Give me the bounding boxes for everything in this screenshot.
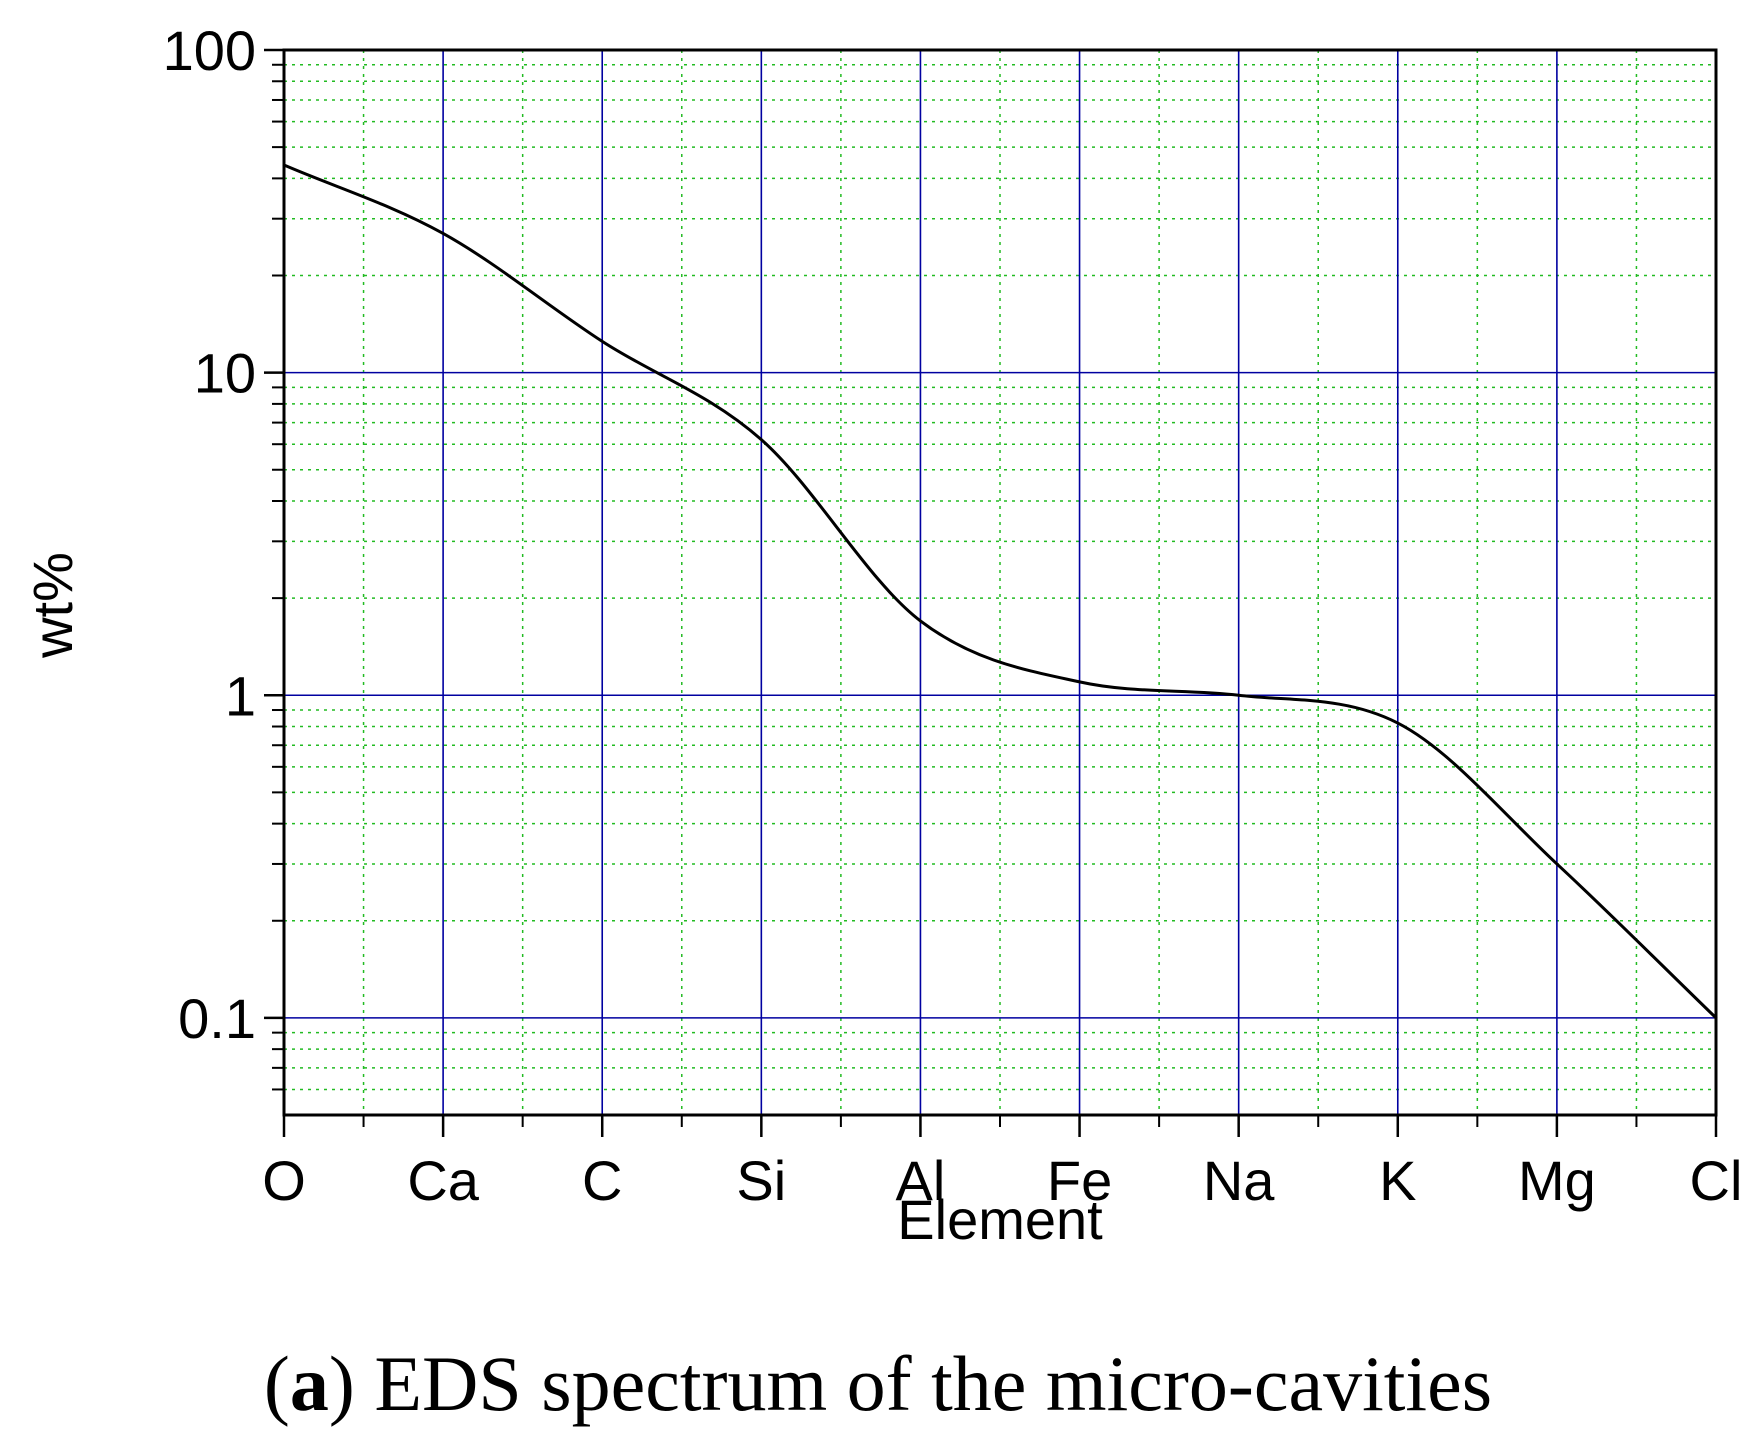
x-tick-label: C xyxy=(582,1149,622,1212)
x-tick-label: Na xyxy=(1203,1149,1275,1212)
major-grid xyxy=(284,50,1716,1115)
y-tick-label: 0.1 xyxy=(178,987,256,1050)
x-tick-label: Mg xyxy=(1518,1149,1596,1212)
y-tick-label: 1 xyxy=(225,664,256,727)
x-tick-label: Al xyxy=(896,1149,946,1212)
series-line-wt-percent xyxy=(282,163,1718,1020)
caption-open-paren: ( xyxy=(263,1340,290,1427)
x-tick-label: Si xyxy=(736,1149,786,1212)
caption-text: EDS spectrum of the micro-cavities xyxy=(354,1340,1493,1427)
data-series xyxy=(282,163,1718,1020)
minor-grid xyxy=(284,50,1716,1115)
x-tick-label: Fe xyxy=(1047,1149,1112,1212)
x-tick-label: Ca xyxy=(407,1149,479,1212)
y-tick-labels: 0.1 1 10 100 xyxy=(163,19,256,1050)
figure-caption: (a) EDS spectrum of the micro-cavities xyxy=(0,1345,1756,1423)
x-tick-label: O xyxy=(262,1149,306,1212)
y-axis-title: wt% xyxy=(21,552,84,659)
x-tick-label: K xyxy=(1379,1149,1416,1212)
caption-panel-letter: a xyxy=(289,1340,329,1427)
x-axis-title: Element xyxy=(897,1188,1103,1251)
y-tick-label: 100 xyxy=(163,19,256,82)
caption-close-paren: ) xyxy=(328,1340,355,1427)
x-tick-labels: O Ca C Si Al Fe Na K Mg Cl xyxy=(262,1149,1742,1212)
x-tick-label: Cl xyxy=(1690,1149,1743,1212)
y-tick-label: 10 xyxy=(194,342,256,405)
axes xyxy=(264,48,1718,1137)
